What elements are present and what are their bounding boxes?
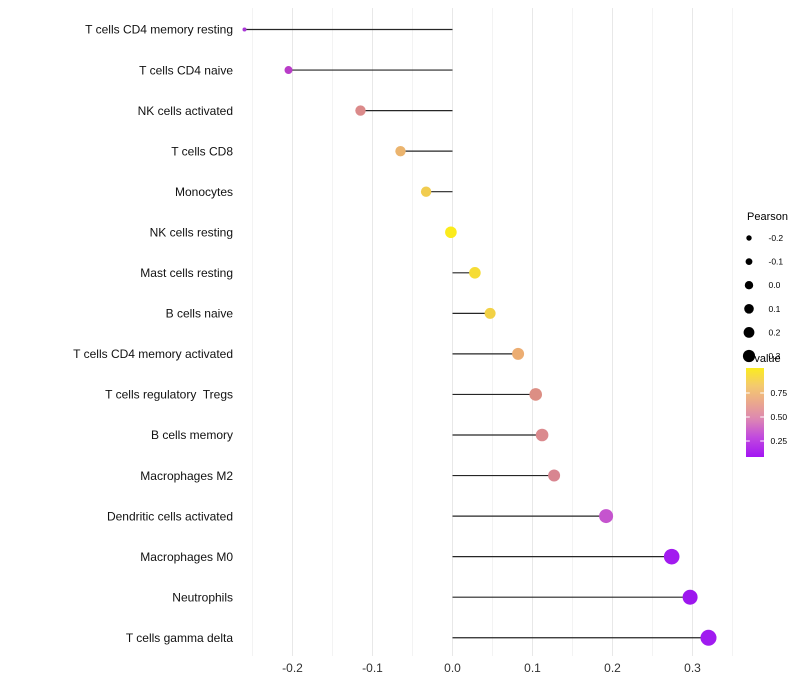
data-point bbox=[395, 145, 406, 157]
category-label: Mast cells resting bbox=[140, 266, 233, 280]
data-point bbox=[484, 307, 496, 319]
x-tick-label: -0.1 bbox=[362, 661, 383, 675]
category-label: Monocytes bbox=[175, 185, 233, 199]
category-label: Dendritic cells activated bbox=[107, 509, 233, 523]
category-label: Macrophages M2 bbox=[140, 469, 233, 483]
category-label: T cells regulatory Tregs bbox=[105, 388, 233, 402]
legend-color-label: 0.75 bbox=[771, 388, 788, 398]
data-point bbox=[599, 509, 614, 524]
category-label: T cells CD4 memory resting bbox=[85, 23, 233, 37]
data-point bbox=[663, 548, 680, 565]
legend-size-dot bbox=[743, 327, 755, 338]
data-point bbox=[512, 347, 525, 360]
data-point bbox=[700, 629, 717, 646]
legend-color-label: 0.25 bbox=[771, 436, 788, 446]
data-point bbox=[529, 388, 542, 401]
x-tick-label: 0.3 bbox=[684, 661, 701, 675]
data-point bbox=[242, 27, 247, 32]
legend-size-dot bbox=[744, 281, 754, 290]
legend-size-dot bbox=[746, 235, 752, 241]
legend-size-dot bbox=[745, 258, 753, 265]
x-tick-label: 0.2 bbox=[604, 661, 621, 675]
legend-size-dot bbox=[744, 304, 754, 314]
legend-size-title: Pearson bbox=[747, 211, 788, 223]
legend-color-label: 0.50 bbox=[771, 412, 788, 422]
data-point bbox=[355, 105, 366, 116]
x-tick-label: -0.2 bbox=[282, 661, 303, 675]
category-label: T cells CD4 naive bbox=[139, 63, 233, 77]
legend-size-label: 0.2 bbox=[769, 327, 781, 337]
legend-colorbar bbox=[746, 368, 764, 457]
legend-size-label: 0.1 bbox=[769, 304, 781, 314]
data-point bbox=[445, 226, 457, 239]
legend-size-dot bbox=[742, 349, 756, 363]
category-label: NK cells resting bbox=[150, 225, 233, 239]
category-label: Macrophages M0 bbox=[140, 550, 233, 564]
x-tick-label: 0.0 bbox=[444, 661, 461, 675]
data-point bbox=[682, 589, 698, 605]
category-label: T cells CD4 memory activated bbox=[73, 347, 233, 361]
legend-size-label: 0.0 bbox=[769, 280, 781, 290]
legend-size-label: -0.1 bbox=[769, 257, 784, 267]
category-label: T cells CD8 bbox=[171, 144, 233, 158]
data-point bbox=[535, 428, 549, 442]
category-label: B cells naive bbox=[166, 307, 234, 321]
category-label: NK cells activated bbox=[138, 104, 233, 118]
data-point bbox=[284, 66, 293, 75]
category-label: Neutrophils bbox=[172, 590, 233, 604]
category-label: T cells gamma delta bbox=[126, 631, 233, 645]
legend-size-label: 0.3 bbox=[769, 351, 781, 361]
x-tick-label: 0.1 bbox=[524, 661, 541, 675]
data-point bbox=[548, 469, 561, 482]
legend-color-title: Pvalue bbox=[747, 353, 781, 365]
category-label: B cells memory bbox=[151, 428, 233, 442]
legend-size-label: -0.2 bbox=[769, 233, 784, 243]
data-point bbox=[420, 186, 432, 197]
data-point bbox=[469, 267, 481, 279]
